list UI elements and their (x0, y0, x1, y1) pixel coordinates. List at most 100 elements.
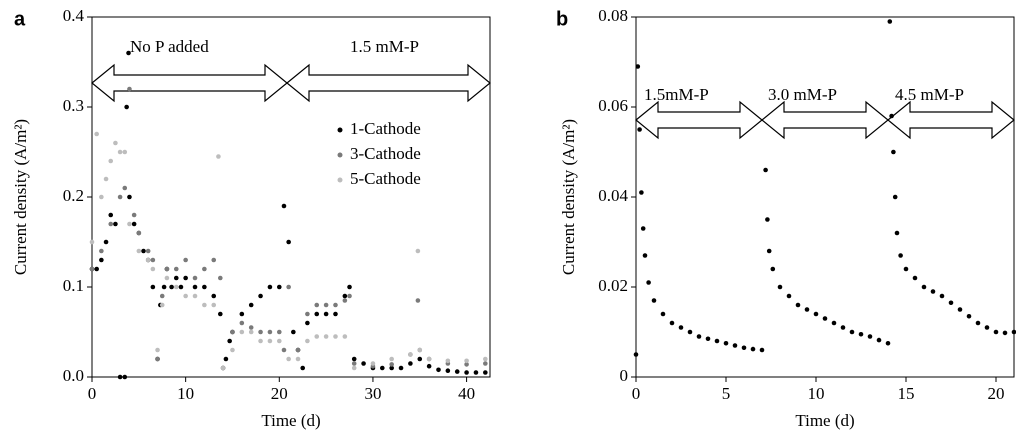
x-tick-label: 5 (722, 384, 731, 403)
point (342, 334, 348, 339)
point (876, 337, 882, 343)
point (239, 320, 245, 326)
point (445, 368, 451, 374)
point (323, 302, 329, 308)
point (192, 284, 198, 290)
point (211, 293, 217, 299)
point (295, 347, 301, 353)
point (380, 365, 385, 371)
annotation: 1.5 mM-P (350, 37, 419, 56)
point (887, 19, 893, 24)
point (436, 367, 441, 373)
point (211, 302, 217, 308)
point (646, 280, 651, 285)
point (305, 311, 310, 317)
point (849, 329, 855, 335)
point (89, 239, 95, 245)
point (696, 334, 702, 339)
point (389, 356, 394, 362)
annotation: 1.5mM-P (644, 85, 709, 104)
x-tick-label: 20 (988, 384, 1005, 403)
point (777, 284, 783, 290)
point (975, 320, 981, 326)
point (903, 266, 909, 272)
y-tick-label: 0.06 (598, 96, 628, 115)
point (333, 334, 338, 339)
point (220, 365, 226, 371)
point (124, 104, 129, 110)
point (248, 302, 254, 308)
point (103, 176, 109, 182)
point (267, 338, 273, 344)
point (286, 239, 291, 245)
plot-frame (91, 16, 491, 378)
point (464, 358, 469, 364)
point (891, 149, 896, 155)
point (939, 293, 945, 299)
point (333, 311, 338, 317)
point (145, 248, 151, 254)
point (464, 362, 469, 367)
point (155, 356, 160, 362)
point (993, 329, 999, 335)
point (426, 356, 432, 362)
point (766, 248, 772, 254)
point (765, 217, 770, 222)
point (822, 316, 828, 321)
point (417, 356, 423, 362)
point (136, 230, 142, 236)
point (408, 361, 413, 366)
series (89, 131, 488, 371)
point (333, 302, 338, 308)
point (912, 275, 918, 281)
x-tick-label: 30 (364, 384, 381, 403)
point (445, 358, 451, 364)
point (342, 298, 348, 303)
point (159, 302, 165, 308)
point (640, 226, 646, 231)
point (804, 307, 810, 312)
point (122, 149, 128, 155)
point (113, 221, 118, 227)
y-tick-label: 0.0 (63, 366, 84, 385)
y-tick-label: 0 (620, 366, 629, 385)
point (889, 113, 894, 119)
point (126, 50, 131, 56)
point (99, 194, 104, 200)
point (173, 266, 179, 272)
point (239, 311, 245, 317)
point (347, 293, 352, 299)
point (483, 356, 488, 362)
point (173, 275, 179, 281)
point (323, 311, 329, 317)
point (678, 325, 684, 330)
y-tick-label: 0.2 (63, 186, 84, 205)
point (276, 329, 282, 335)
point (642, 253, 648, 258)
x-tick-label: 0 (632, 384, 641, 403)
point (314, 302, 320, 308)
annotation: No P added (130, 37, 209, 56)
point (892, 194, 898, 200)
y-tick-label: 0.4 (63, 6, 85, 25)
point (957, 307, 963, 312)
point (759, 347, 765, 353)
point (408, 352, 413, 357)
point (202, 302, 207, 308)
y-axis-title: Current density (A/m²) (559, 119, 578, 275)
y-tick-label: 0.04 (598, 186, 628, 205)
point (217, 275, 223, 281)
point (202, 266, 207, 272)
point (660, 311, 666, 317)
point (637, 127, 642, 132)
point (635, 64, 641, 69)
point (894, 230, 900, 236)
point (426, 363, 432, 369)
point (108, 212, 114, 218)
point (89, 266, 95, 272)
point (164, 275, 170, 281)
point (141, 248, 146, 254)
point (258, 329, 263, 335)
point (305, 338, 310, 344)
